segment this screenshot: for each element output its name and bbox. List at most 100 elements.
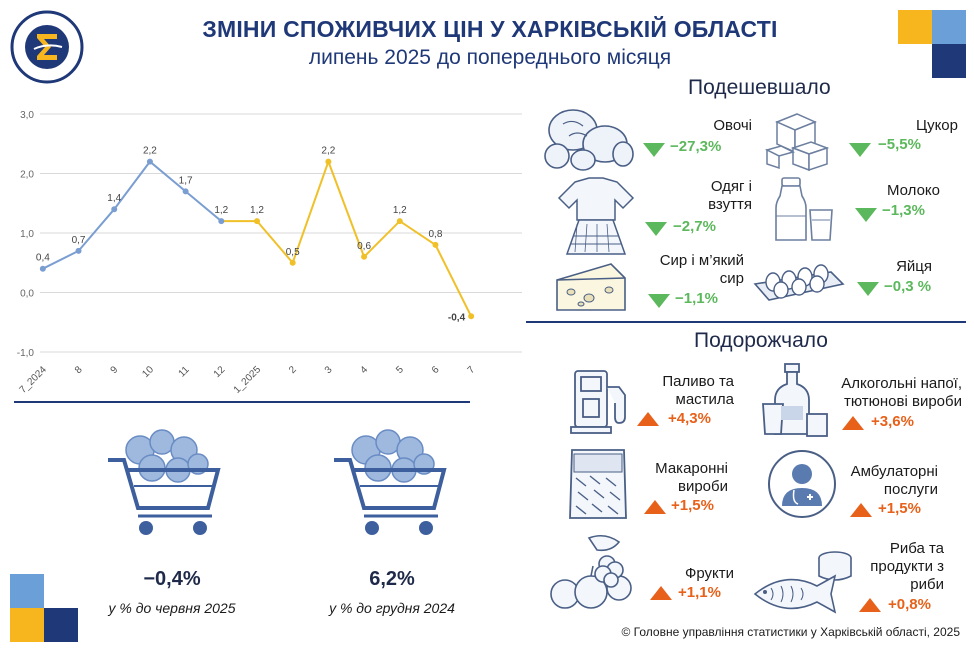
decor-square-lightblue [10,574,44,608]
x-tick-label: 11 [177,364,192,379]
right-divider [526,321,966,323]
pasta-icon [569,449,627,519]
left-divider [14,401,470,403]
alcohol-icon [762,363,828,437]
item-label-cheese: Сир і м’який сир [659,252,744,287]
data-label: 0,8 [429,229,443,240]
x-tick-label: 4 [358,364,370,376]
x-tick-label: 2 [287,364,299,376]
fuel-icon [570,370,626,434]
summary-dec-value: 6,2% [369,568,415,590]
data-point [254,218,260,225]
x-tick-label: 5 [394,364,406,376]
down-arrow-icon [855,208,877,222]
down-arrow-icon [648,294,670,308]
item-label-fuel: Паливо та мастила [662,373,734,408]
item-value-pasta: +1,5% [671,497,714,514]
data-label: 1,2 [214,205,228,216]
item-label-alcohol: Алкогольні напої, тютюнові вироби [841,375,962,410]
cpi-line-chart: 0,4 0,7 1,4 2,2 1,7 1,2 1,2 0,5 2,2 0,6 1,2 0,8 -0,4… [17,110,522,396]
data-label: 0,6 [357,241,371,252]
x-tick-label: 7_2024 [18,364,50,396]
sugar-icon [764,113,830,172]
item-label-doctor: Амбулаторні послуги [850,463,938,498]
x-tick-label: 7 [466,364,478,376]
item-value-clothing: −2,7% [673,218,716,235]
pricier-section-title: Подорожчало [694,329,828,352]
data-label: 1,2 [250,205,264,216]
data-point [111,206,118,213]
shopping-cart-icon [108,429,221,535]
data-point [468,313,475,320]
page-subtitle: липень 2025 до попереднього місяця [308,46,672,69]
data-point [218,218,225,225]
data-label: 1,2 [393,205,407,216]
series-line [221,158,473,317]
item-label-pasta: Макаронні вироби [655,460,728,495]
data-point [325,158,332,165]
data-point [182,188,189,195]
decor-square-yellow [10,608,44,642]
item-label-fruits: Фрукти [684,565,734,582]
data-point [39,265,46,272]
x-tick-label: 10 [140,364,156,380]
down-arrow-icon [645,222,667,236]
cheaper-section-title: Подешевшало [688,76,831,99]
data-label: 0,4 [36,253,50,264]
data-point [361,253,368,260]
decor-square-navy [932,44,966,78]
series-line [42,160,222,270]
y-tick-label: 3,0 [20,110,34,121]
down-arrow-icon [643,143,665,157]
up-arrow-icon [850,503,872,517]
item-value-milk: −1,3% [882,202,925,219]
data-label: 2,2 [321,146,335,157]
item-value-vegetables: −27,3% [670,138,722,155]
x-tick-label: 6 [430,364,442,376]
up-arrow-icon [637,412,659,426]
up-arrow-icon [859,598,881,612]
item-value-fuel: +4,3% [668,410,711,427]
x-tick-label: 9 [109,364,121,376]
item-label-eggs: Яйця [896,258,932,275]
item-value-sugar: −5,5% [878,136,921,153]
data-point [396,218,403,225]
down-arrow-icon [857,282,879,296]
item-label-fish: Риба та продукти з риби [870,540,944,593]
item-value-doctor: +1,5% [878,500,921,517]
data-label: 1,4 [107,193,121,204]
vegetables-icon [544,109,634,171]
clothing-icon [557,177,635,255]
summary-dec-caption: у % до грудня 2024 [329,600,455,616]
down-arrow-icon [849,143,871,157]
up-arrow-icon [650,586,672,600]
y-tick-label: 1,0 [20,229,34,240]
item-label-clothing: Одяг і взуття [708,178,752,213]
fish-icon [753,551,852,614]
data-point [289,259,296,266]
fruits-icon [550,534,632,609]
y-tick-label: 2,0 [20,170,34,181]
data-label: -0,4 [448,312,466,323]
item-value-fruits: +1,1% [678,584,721,601]
eggs-icon [753,264,845,301]
decor-square-lightblue [932,10,966,44]
summary-month-value: −0,4% [143,568,201,590]
cheese-icon [556,263,626,311]
derzhstat-logo [10,10,84,84]
data-point [75,247,82,254]
x-tick-label: 8 [73,364,85,376]
item-value-alcohol: +3,6% [871,413,914,430]
doctor-icon [768,450,836,518]
item-label-milk: Молоко [886,182,940,199]
decor-square-yellow [898,10,932,44]
decor-square-navy [44,608,78,642]
item-value-eggs: −0,3 % [884,278,932,295]
page-title: ЗМІНИ СПОЖИВЧИХ ЦІН У ХАРКІВСЬКІЙ ОБЛАСТ… [202,16,778,42]
item-label-vegetables: Овочі [713,117,752,134]
y-tick-label: -1,0 [17,348,35,359]
summary-month-caption: у % до червня 2025 [108,600,236,616]
data-label: 0,7 [72,235,86,246]
x-tick-label: 12 [212,364,228,380]
data-point [146,158,153,165]
